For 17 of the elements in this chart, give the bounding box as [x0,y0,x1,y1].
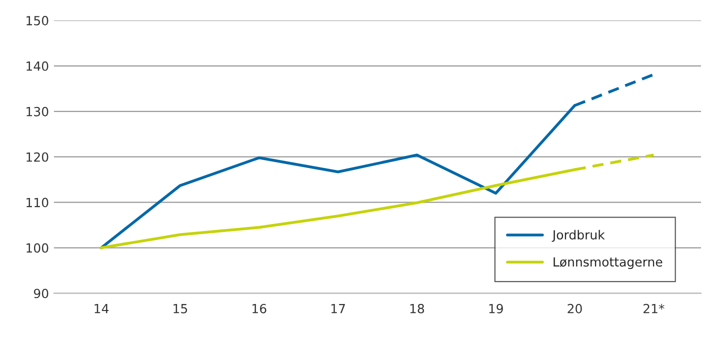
y-tick-label: 150 [26,16,48,26]
legend-label: Lønnsmottagerne [554,257,662,270]
y-tick-label: 90 [34,288,48,298]
x-tick-label: 14 [94,304,109,314]
x-tick-label: 15 [174,304,188,314]
x-tick-label: 18 [410,304,424,314]
x-tick-label: 17 [331,304,345,314]
y-tick-label: 130 [26,106,48,116]
y-tick-label: 100 [26,243,48,253]
x-tick-label: 19 [489,304,503,314]
y-tick-label: 110 [26,198,48,208]
x-tick-label: 21* [644,304,664,314]
x-tick-label: 20 [568,304,582,314]
y-tick-label: 140 [26,61,48,71]
x-tick-label: 16 [252,304,266,314]
legend-label: Jordbruk [552,230,605,242]
y-tick-label: 120 [26,152,48,162]
